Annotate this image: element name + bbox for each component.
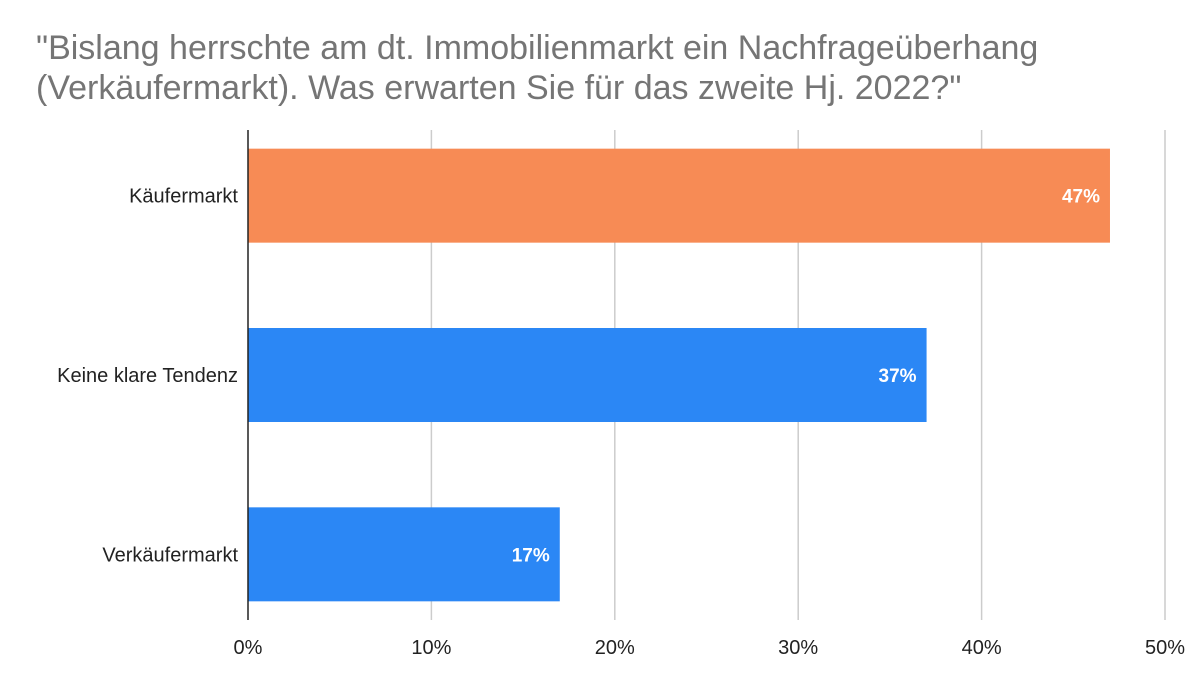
category-label: Keine klare Tendenz [57,365,238,387]
data-label: 17% [512,545,550,566]
data-label: 37% [879,366,917,387]
x-tick-label: 0% [234,637,263,659]
x-tick-label: 50% [1145,637,1185,659]
x-tick-label: 30% [778,637,818,659]
category-label: Verkäufermarkt [102,544,238,566]
bar [248,148,1110,243]
category-label: Käufermarkt [129,186,238,208]
bar [248,328,927,422]
bar [248,507,560,602]
labels: 0% 10% 20% 30% 40% 50% Käufermarkt 47% Keine kla… [57,186,1185,659]
x-tick-label: 40% [962,637,1002,659]
chart-title: "Bislang herrschte am dt. Immobilienmark… [36,29,1039,107]
data-label: 47% [1062,187,1100,208]
bars [248,148,1110,602]
x-tick-label: 10% [411,637,451,659]
x-tick-label: 20% [595,637,635,659]
